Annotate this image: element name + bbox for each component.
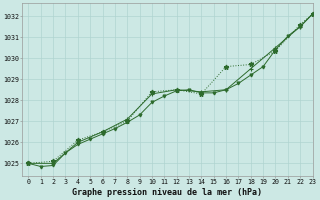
X-axis label: Graphe pression niveau de la mer (hPa): Graphe pression niveau de la mer (hPa) [72,188,262,197]
